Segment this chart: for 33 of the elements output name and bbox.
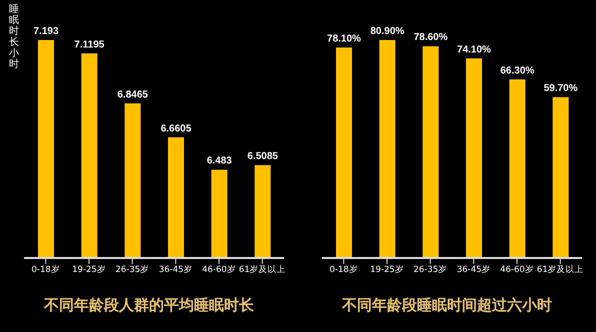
x-tick-label: 26-35岁 (115, 264, 150, 276)
data-label: 7.193 (33, 26, 59, 37)
x-tick-label: 36-45岁 (158, 264, 193, 276)
x-tick-label: 19-25岁 (72, 264, 106, 276)
bar (379, 40, 396, 258)
x-tick-label: 0-18岁 (32, 264, 60, 276)
x-tick-label: 19-25岁 (370, 264, 404, 276)
x-tick-label: 0-18岁 (330, 264, 358, 276)
data-label: 80.90% (370, 26, 404, 37)
data-label: 6.483 (206, 156, 232, 167)
x-tick-label: 46-60岁 (202, 264, 236, 276)
bar (466, 58, 482, 258)
x-tick-label: 61岁及以上 (536, 264, 584, 276)
x-tick-label: 36-45岁 (456, 264, 491, 276)
x-tick-label: 26-35岁 (413, 264, 448, 276)
bar (336, 48, 352, 258)
bar (509, 79, 526, 258)
bar (552, 97, 569, 258)
data-label: 78.10% (327, 34, 362, 45)
data-label: 6.6605 (160, 123, 192, 134)
y-axis-title: 睡眠时长小时 (8, 4, 20, 70)
x-tick-label: 61岁及以上 (238, 264, 286, 276)
text: 不同年龄段睡眠时间超过六小时 (340, 296, 553, 315)
data-label: 6.5085 (247, 151, 278, 162)
data-label: 6.8465 (117, 89, 148, 100)
data-label: 74.10% (457, 44, 492, 56)
text: 不同年龄段人群的平均睡眠时长 (42, 296, 255, 315)
data-label: 7.1195 (74, 39, 105, 50)
x-tick-label: 46-60岁 (500, 264, 534, 276)
bar (422, 46, 439, 258)
data-label: 66.30% (500, 65, 534, 76)
data-label: 78.60% (414, 32, 448, 44)
data-label: 59.70% (544, 83, 578, 94)
